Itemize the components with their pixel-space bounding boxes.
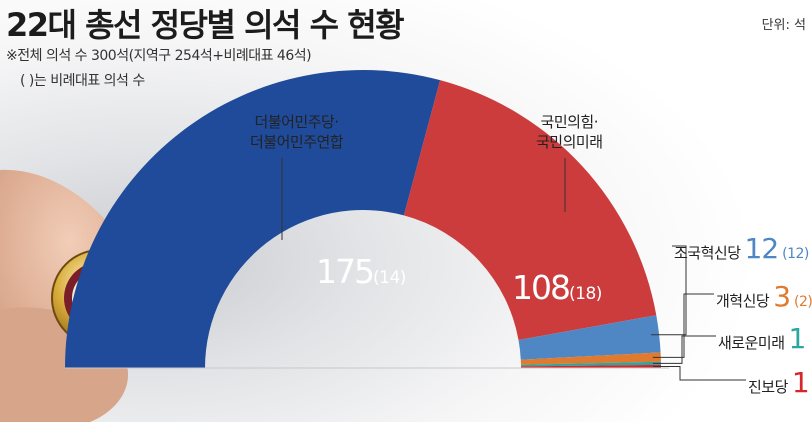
ppp-party-label: 국민의힘· 국민의미래 (536, 112, 603, 152)
dem-label-line1: 더불어민주당· (254, 113, 340, 131)
slice-dem (65, 69, 441, 368)
ref-name: 개혁신당 (716, 292, 770, 310)
dem-total: 175 (316, 252, 375, 291)
ppp-total: 108 (512, 268, 571, 307)
ppp-proportional: (18) (569, 284, 602, 304)
slice-ppp (403, 80, 657, 341)
ref-row: 개혁신당 3 (2) (716, 280, 812, 313)
cho-proportional: (12) (782, 246, 809, 262)
small-party-leader-2 (653, 335, 716, 364)
slice-cho (518, 315, 661, 360)
cho-row: 조국혁신당 12 (12) (674, 232, 809, 265)
ref-proportional: (2) (794, 294, 812, 310)
new-name: 새로운미래 (718, 334, 785, 352)
ppp-label-line2: 국민의미래 (536, 133, 603, 151)
slice-ref (520, 352, 661, 365)
cho-total: 12 (744, 232, 780, 265)
ppp-label-line1: 국민의힘· (540, 113, 599, 131)
new-row: 새로운미래 1 (718, 322, 807, 355)
small-party-leader-1 (652, 293, 714, 358)
slice-prog (520, 364, 661, 368)
ref-total: 3 (773, 280, 791, 313)
slice-new (520, 361, 661, 367)
ppp-seat-value: 108(18) (512, 268, 602, 307)
dem-seat-value: 175(14) (316, 252, 406, 291)
dem-party-label: 더불어민주당· 더불어민주연합 (250, 112, 344, 152)
small-party-leader-3 (653, 366, 746, 381)
cho-name: 조국혁신당 (674, 244, 741, 262)
total-seats-note: ※전체 의석 수 300석(지역구 254석+비례대표 46석) (6, 48, 312, 64)
new-total: 1 (788, 322, 807, 355)
prog-name: 진보당 (748, 378, 788, 396)
proportional-note: ( )는 비례대표 의석 수 (20, 73, 145, 89)
dem-label-line2: 더불어민주연합 (250, 133, 344, 151)
prog-row: 진보당 1 (748, 366, 810, 399)
dem-proportional: (14) (373, 268, 406, 288)
unit-label: 단위: 석 (761, 18, 806, 33)
chart-title: 22대 총선 정당별 의석 수 현황 (6, 6, 405, 44)
prog-total: 1 (791, 366, 810, 399)
small-party-leader-0 (651, 245, 687, 336)
